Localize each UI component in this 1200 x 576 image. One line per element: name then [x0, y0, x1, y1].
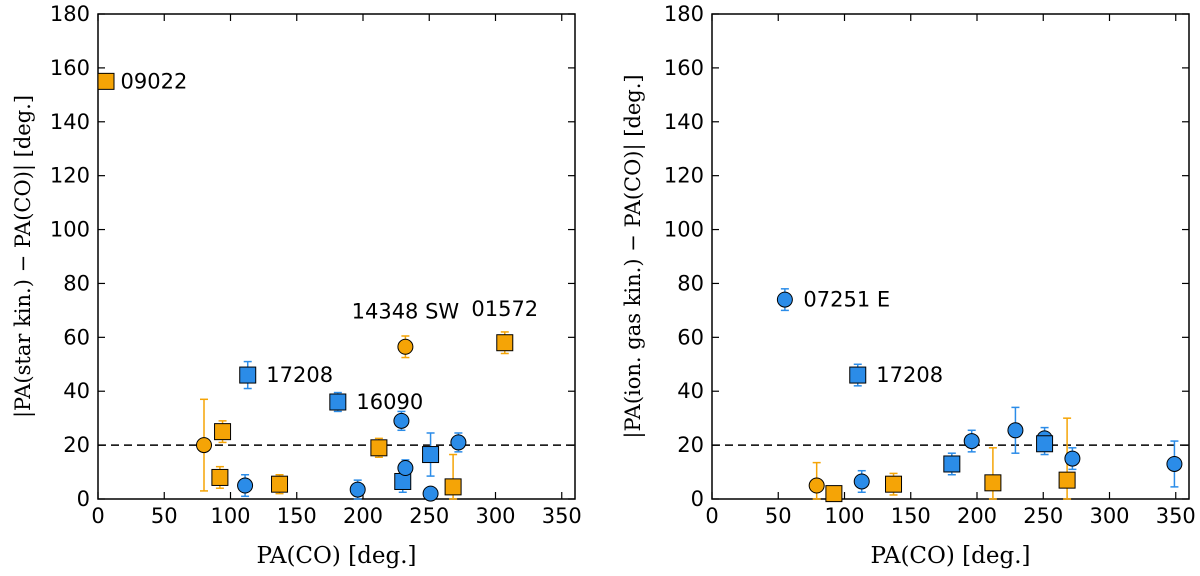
left-x-tick-label: 100 — [210, 504, 250, 528]
left-data-point-square — [239, 366, 257, 384]
right-x-tick-label: 50 — [765, 504, 792, 528]
left-plot-frame — [97, 13, 576, 500]
left-y-tick-label: 180 — [50, 2, 90, 26]
right-y-tick-label: 20 — [677, 433, 704, 457]
right-data-point-square — [885, 475, 903, 493]
right-data-point-circle — [963, 433, 980, 450]
right-data-point-circle — [808, 477, 825, 494]
left-x-tick-label: 200 — [343, 504, 383, 528]
right-x-tick-label: 100 — [824, 504, 864, 528]
left-y-tick-label: 40 — [63, 379, 90, 403]
right-y-tick-label: 180 — [664, 2, 704, 26]
right-x-tick-label: 250 — [1023, 504, 1063, 528]
right-y-axis-label: |PA(ion. gas kin.) − PA(CO)| [deg.] — [621, 74, 646, 438]
left-data-point-circle — [450, 434, 467, 451]
left-data-point-circle — [237, 477, 254, 494]
left-data-markers — [97, 72, 514, 502]
right-point-annotation: 07251 E — [803, 288, 890, 312]
left-data-point-square — [211, 468, 229, 486]
left-data-point-square — [496, 334, 514, 352]
right-x-tick-label: 200 — [957, 504, 997, 528]
right-axis-ticks: 0 50 100 150 200 250 300 350 0 20 40 60 80 100 120 140 1… — [664, 2, 1196, 528]
left-y-tick-label: 160 — [50, 56, 90, 80]
right-chart-panel: 0 50 100 150 200 250 300 350 0 20 40 60 80 100 120 140 1… — [621, 2, 1196, 569]
left-data-point-square — [329, 393, 347, 411]
left-y-tick-label: 120 — [50, 164, 90, 188]
right-data-point-circle — [776, 291, 793, 308]
left-data-point-square — [394, 472, 412, 490]
left-data-point-square — [97, 72, 115, 90]
left-y-tick-label: 100 — [50, 218, 90, 242]
left-data-point-circle — [397, 460, 414, 477]
left-x-tick-label: 0 — [91, 504, 104, 528]
left-y-axis-label: |PA(star kin.) − PA(CO)| [deg.] — [11, 95, 36, 418]
left-data-point-square — [271, 475, 289, 493]
right-y-tick-label: 120 — [664, 164, 704, 188]
left-chart-panel: 0 50 100 150 200 250 300 350 0 20 40 60 80 100 120 140 1… — [11, 2, 582, 569]
right-data-point-circle — [853, 473, 870, 490]
left-x-tick-label: 300 — [475, 504, 515, 528]
left-data-point-circle — [196, 437, 212, 454]
right-data-markers — [776, 291, 1183, 503]
right-data-point-circle — [1166, 455, 1183, 472]
left-point-annotation: 14348 SW — [352, 299, 460, 323]
left-data-point-square — [214, 423, 232, 441]
left-data-point-circle — [393, 412, 410, 429]
right-y-tick-label: 60 — [677, 325, 704, 349]
left-point-annotation: 09022 — [121, 69, 188, 93]
left-x-tick-label: 250 — [409, 504, 449, 528]
left-y-tick-label: 80 — [63, 271, 90, 295]
left-data-point-square — [444, 478, 462, 496]
right-error-bars — [780, 288, 1179, 500]
right-x-axis-label: PA(CO) [deg.] — [870, 543, 1030, 569]
left-point-annotation: 17208 — [266, 363, 333, 387]
left-axis-ticks: 0 50 100 150 200 250 300 350 0 20 40 60 80 100 120 140 1… — [50, 2, 582, 528]
left-x-tick-label: 50 — [151, 504, 178, 528]
right-data-point-square — [825, 485, 843, 503]
right-x-tick-label: 0 — [705, 504, 718, 528]
right-data-point-square — [1036, 435, 1054, 453]
right-y-tick-label: 80 — [677, 271, 704, 295]
right-data-point-square — [984, 474, 1002, 492]
left-data-point-square — [422, 446, 440, 464]
left-x-axis-label: PA(CO) [deg.] — [256, 543, 416, 569]
left-y-tick-label: 20 — [63, 433, 90, 457]
left-annotations: 09022 17208 16090 14348 SW 01572 — [121, 69, 539, 414]
right-data-point-circle — [1007, 422, 1024, 439]
right-y-tick-label: 40 — [677, 379, 704, 403]
left-error-bars — [200, 331, 509, 500]
right-x-tick-label: 150 — [891, 504, 931, 528]
right-point-annotation: 17208 — [876, 363, 943, 387]
right-x-tick-label: 300 — [1089, 504, 1129, 528]
left-data-point-square — [370, 439, 388, 457]
right-data-point-circle — [1064, 450, 1081, 467]
right-annotations: 07251 E 17208 — [803, 288, 943, 387]
right-y-tick-label: 0 — [691, 487, 704, 511]
left-y-tick-label: 140 — [50, 110, 90, 134]
right-y-tick-label: 140 — [664, 110, 704, 134]
right-data-point-square — [1058, 471, 1076, 489]
right-y-tick-label: 160 — [664, 56, 704, 80]
right-data-point-square — [849, 366, 867, 384]
left-point-annotation: 16090 — [356, 390, 423, 414]
left-data-point-circle — [422, 485, 439, 502]
left-x-tick-label: 150 — [277, 504, 317, 528]
right-data-point-square — [943, 455, 961, 473]
left-y-tick-label: 60 — [63, 325, 90, 349]
right-x-tick-label: 350 — [1156, 504, 1196, 528]
left-y-tick-label: 0 — [77, 487, 90, 511]
left-point-annotation: 01572 — [471, 297, 538, 321]
right-plot-frame — [711, 13, 1190, 500]
left-data-point-circle — [349, 481, 366, 498]
right-y-tick-label: 100 — [664, 218, 704, 242]
left-data-point-circle — [397, 338, 414, 355]
left-x-tick-label: 350 — [542, 504, 582, 528]
